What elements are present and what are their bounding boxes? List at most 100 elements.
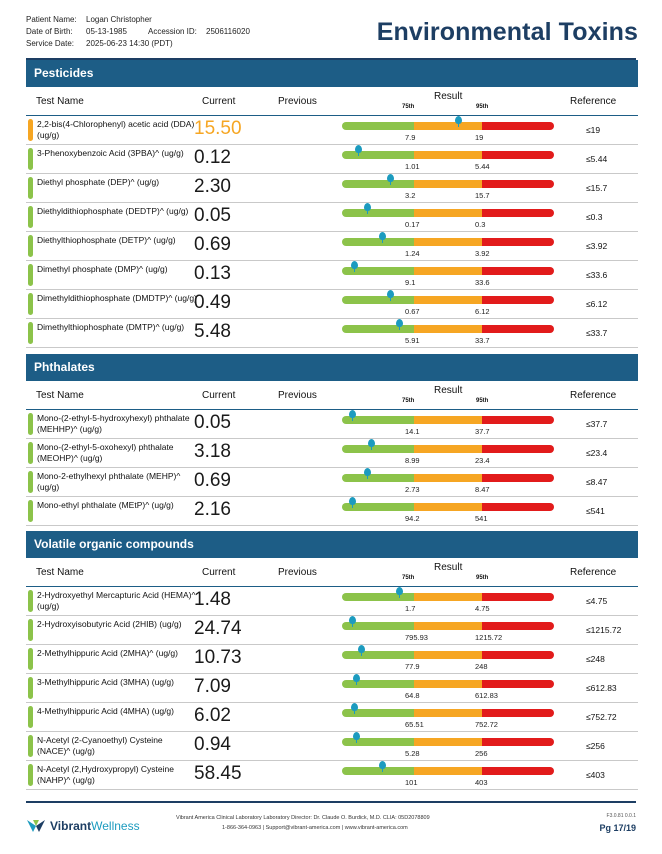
current-value: 3.18 xyxy=(194,441,231,462)
result-marker-icon xyxy=(378,761,386,772)
gauge-high-range xyxy=(482,209,554,217)
column-95th: 95th xyxy=(476,575,489,581)
gauge-high-range xyxy=(482,267,554,275)
result-marker-icon xyxy=(363,468,371,479)
test-name: Mono-(2-ethyl-5-hydroxyhexyl) phthalate … xyxy=(37,413,190,434)
gauge-moderate-range xyxy=(414,151,482,159)
percentile-95-value: 256 xyxy=(475,749,488,758)
reference-range: ≤5.44 xyxy=(586,154,608,164)
column-result: Result xyxy=(434,385,463,396)
gauge-moderate-range xyxy=(414,445,482,453)
logo-brand-a: Vibrant xyxy=(50,819,92,833)
test-name: Diethyl phosphate (DEP)^ (ug/g) xyxy=(37,177,160,187)
gauge-moderate-range xyxy=(414,267,482,275)
percentile-95-value: 612.83 xyxy=(475,691,498,700)
result-marker-icon xyxy=(357,645,365,656)
gauge-normal-range xyxy=(342,622,414,630)
current-value: 2.30 xyxy=(194,176,231,197)
percentile-95-value: 4.75 xyxy=(475,604,490,613)
status-indicator xyxy=(28,648,33,670)
gauge-normal-range xyxy=(342,209,414,217)
percentile-75-value: 1.24 xyxy=(405,249,420,258)
result-gauge xyxy=(342,410,554,424)
result-marker-icon xyxy=(349,497,357,508)
accession-value: 2506116020 xyxy=(206,27,250,36)
reference-range: ≤403 xyxy=(586,770,605,780)
test-name: Mono-ethyl phthalate (MEtP)^ (ug/g) xyxy=(37,500,174,510)
reference-range: ≤19 xyxy=(586,125,601,135)
result-marker-icon xyxy=(353,674,361,685)
header-divider xyxy=(26,58,636,61)
reference-range: ≤248 xyxy=(586,654,605,664)
gauge-moderate-range xyxy=(414,296,482,304)
column-95th: 95th xyxy=(476,104,489,110)
gauge-high-range xyxy=(482,416,554,424)
table-row: Diethylthiophosphate (DETP)^ (ug/g) 0.69 1… xyxy=(26,232,638,261)
reference-range: ≤541 xyxy=(586,506,605,516)
footer-divider xyxy=(26,801,636,803)
current-value: 5.48 xyxy=(194,321,231,342)
current-value: 24.74 xyxy=(194,618,242,639)
gauge-normal-range xyxy=(342,503,414,511)
column-75th: 75th xyxy=(402,104,415,110)
status-indicator xyxy=(28,471,33,493)
status-indicator xyxy=(28,735,33,757)
percentile-95-value: 541 xyxy=(475,514,488,523)
result-marker-icon xyxy=(395,587,403,598)
result-gauge xyxy=(342,232,554,246)
result-marker-icon xyxy=(351,261,359,272)
percentile-75-value: 5.91 xyxy=(405,336,420,345)
percentile-75-value: 0.67 xyxy=(405,307,420,316)
reference-range: ≤752.72 xyxy=(586,712,617,722)
test-name: Dimethylthiophosphate (DMTP)^ (ug/g) xyxy=(37,322,185,332)
result-gauge xyxy=(342,732,554,746)
percentile-95-value: 15.7 xyxy=(475,191,490,200)
gauge-high-range xyxy=(482,325,554,333)
gauge-normal-range xyxy=(342,238,414,246)
result-marker-icon xyxy=(387,290,395,301)
percentile-75-value: 0.17 xyxy=(405,220,420,229)
gauge-moderate-range xyxy=(414,503,482,511)
result-gauge xyxy=(342,290,554,304)
percentile-95-value: 0.3 xyxy=(475,220,486,229)
gauge-moderate-range xyxy=(414,593,482,601)
gauge-high-range xyxy=(482,709,554,717)
current-value: 0.12 xyxy=(194,147,231,168)
status-indicator xyxy=(28,148,33,170)
test-name: Mono-(2-ethyl-5-oxohexyl) phthalate (MEO… xyxy=(37,442,174,463)
table-row: Dimethyldithiophosphate (DMDTP)^ (ug/g) 0… xyxy=(26,290,638,319)
patient-name: Logan Christopher xyxy=(86,15,152,24)
current-value: 0.05 xyxy=(194,412,231,433)
table-row: 2-Hydroxyethyl Mercapturic Acid (HEMA)^ … xyxy=(26,587,638,616)
reference-range: ≤23.4 xyxy=(586,448,608,458)
gauge-normal-range xyxy=(342,680,414,688)
result-gauge xyxy=(342,319,554,333)
column-test-name: Test Name xyxy=(36,390,84,401)
result-marker-icon xyxy=(363,203,371,214)
percentile-95-value: 37.7 xyxy=(475,427,490,436)
status-indicator xyxy=(28,177,33,199)
gauge-normal-range xyxy=(342,767,414,775)
gauge-high-range xyxy=(482,296,554,304)
section-title: Pesticides xyxy=(26,60,638,87)
test-name: N-Acetyl (2-Cyanoethyl) Cysteine (NACE)^… xyxy=(37,735,163,756)
column-test-name: Test Name xyxy=(36,567,84,578)
footer-contact: 1-866-364-0963 | Support@vibrant-america… xyxy=(222,825,408,831)
vibrant-wellness-logo: VibrantWellness xyxy=(26,816,140,836)
column-previous: Previous xyxy=(278,567,317,578)
table-row: Diethyldithiophosphate (DEDTP)^ (ug/g) 0.… xyxy=(26,203,638,232)
current-value: 2.16 xyxy=(194,499,231,520)
column-reference: Reference xyxy=(570,567,617,578)
table-row: 4-Methylhippuric Acid (4MHA) (ug/g) 6.02 6… xyxy=(26,703,638,732)
result-marker-icon xyxy=(395,319,403,330)
percentile-95-value: 403 xyxy=(475,778,488,787)
reference-range: ≤8.47 xyxy=(586,477,608,487)
test-name: Mono-2-ethylhexyl phthalate (MEHP)^ (ug/… xyxy=(37,471,181,492)
percentile-75-value: 795.93 xyxy=(405,633,428,642)
table-row: 2,2-bis(4-Chlorophenyl) acetic acid (DDA… xyxy=(26,116,638,145)
status-indicator xyxy=(28,119,33,141)
current-value: 10.73 xyxy=(194,647,242,668)
gauge-moderate-range xyxy=(414,767,482,775)
percentile-75-value: 65.51 xyxy=(405,720,424,729)
current-value: 0.94 xyxy=(194,734,231,755)
